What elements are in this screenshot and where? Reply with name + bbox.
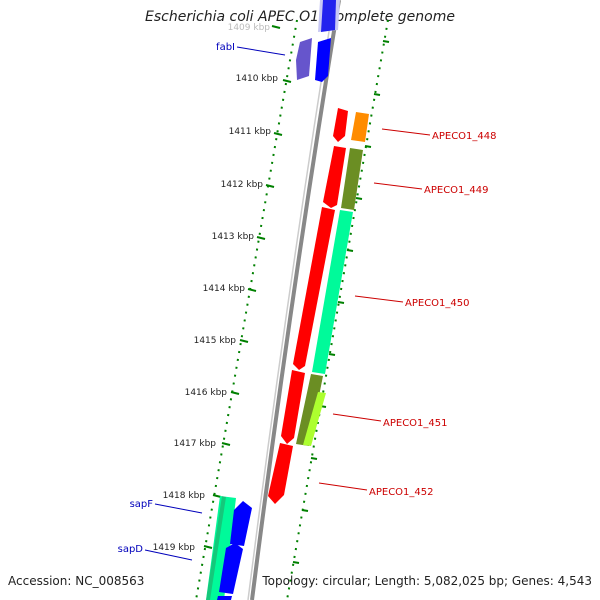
gene-label-sapd: sapD (118, 544, 144, 555)
tick-mark (212, 494, 222, 498)
tick-mark (256, 236, 266, 240)
tick-mark (203, 545, 213, 549)
outer-tick (346, 249, 354, 252)
reverse-gene-labels: fabI sapF sapD (118, 42, 286, 561)
tick-label: 1419 kbp (153, 543, 196, 553)
tick-mark (282, 79, 292, 83)
gene-apeco1-450 (293, 207, 335, 370)
gene-label-apeco1-450: APECO1_450 (405, 298, 470, 309)
tick-mark (230, 391, 240, 395)
leader-line-sapf (154, 503, 203, 514)
gene-sapf-cog-shade (206, 496, 226, 600)
outer-tick (382, 40, 390, 43)
tick-1412: 1412 kbp (221, 180, 275, 190)
leader-line-sapd (144, 549, 193, 561)
leader-line-apeco1-450 (354, 295, 404, 303)
gene-apeco1-451 (281, 370, 305, 444)
tick-label: 1414 kbp (203, 284, 246, 294)
tick-1417: 1417 kbp (174, 439, 231, 449)
gene-top-partial (321, 0, 336, 32)
tick-label: 1416 kbp (185, 388, 228, 398)
tick-1418: 1418 kbp (163, 491, 222, 501)
gene-sapf-cog (206, 496, 236, 600)
outer-ring-ticks (292, 40, 390, 564)
outer-dotted-ring (286, 19, 389, 600)
tick-label: 1413 kbp (212, 232, 255, 242)
gene-apeco1-451-cog-2 (303, 392, 326, 446)
outer-tick (301, 509, 309, 512)
gene-apeco1-452 (268, 443, 293, 504)
genome-backbone-shade (247, 0, 335, 600)
tick-1416: 1416 kbp (185, 388, 240, 398)
genome-summary-text: Topology: circular; Length: 5,082,025 bp… (262, 574, 592, 588)
gene-label-apeco1-449: APECO1_449 (424, 185, 489, 196)
tick-mark (271, 25, 281, 29)
gene-label-apeco1-452: APECO1_452 (369, 487, 434, 498)
tick-1415: 1415 kbp (194, 336, 249, 346)
outer-tick (292, 561, 300, 564)
tick-mark (265, 184, 275, 188)
map-title: Escherichia coli APEC O1, complete genom… (145, 9, 455, 25)
gene-label-fabi: fabI (216, 42, 235, 53)
tick-label: 1417 kbp (174, 439, 217, 449)
tick-1414: 1414 kbp (203, 284, 257, 294)
gene-apeco1-451-cog (296, 374, 323, 446)
tick-label: 1409 kbp (228, 23, 271, 33)
leader-line-apeco1-452 (318, 482, 368, 491)
leader-line-apeco1-448 (381, 128, 431, 136)
outer-tick (355, 197, 363, 200)
outer-tick (373, 93, 381, 96)
tick-1411: 1411 kbp (229, 127, 283, 137)
gene-apeco1-449-cog (341, 148, 363, 210)
gene-bottom-partial (217, 596, 232, 600)
leader-line-apeco1-449 (373, 182, 423, 190)
tick-mark (273, 132, 283, 136)
gene-sapf (230, 501, 252, 546)
forward-gene-labels: APECO1_448 APECO1_449 APECO1_450 APECO1_… (318, 128, 497, 498)
tick-mark (221, 442, 231, 446)
outer-tick (310, 457, 318, 460)
genome-backbone (250, 0, 341, 600)
outer-tick (337, 301, 345, 304)
gene-label-apeco1-448: APECO1_448 (432, 131, 497, 142)
tick-label: 1410 kbp (236, 74, 279, 84)
outer-tick (328, 353, 336, 356)
tick-1419: 1419 kbp (153, 543, 213, 553)
tick-1409: 1409 kbp (228, 23, 281, 33)
outer-tick (364, 145, 372, 148)
tick-label: 1415 kbp (194, 336, 237, 346)
tick-label: 1412 kbp (221, 180, 264, 190)
gene-fabi (315, 38, 331, 82)
gene-apeco1-448-cog (351, 112, 369, 142)
accession-text: Accession: NC_008563 (8, 574, 145, 588)
tick-1413: 1413 kbp (212, 232, 266, 242)
gene-apeco1-448 (333, 108, 348, 142)
gene-fabi-shadow (296, 38, 312, 80)
leader-line-fabi (236, 46, 286, 56)
tick-mark (247, 288, 257, 292)
gene-label-sapf: sapF (130, 499, 154, 510)
tick-mark (239, 339, 249, 343)
scale-ticks: 1409 kbp 1410 kbp 1411 kbp 1412 kbp 1413… (153, 23, 292, 553)
tick-label: 1411 kbp (229, 127, 272, 137)
leader-line-apeco1-451 (332, 413, 382, 422)
tick-1410: 1410 kbp (236, 74, 292, 84)
gene-apeco1-450-cog (312, 210, 353, 374)
gene-apeco1-449 (323, 146, 346, 208)
tick-label: 1418 kbp (163, 491, 206, 501)
gene-sapd (219, 543, 243, 594)
gene-label-apeco1-451: APECO1_451 (383, 418, 448, 429)
